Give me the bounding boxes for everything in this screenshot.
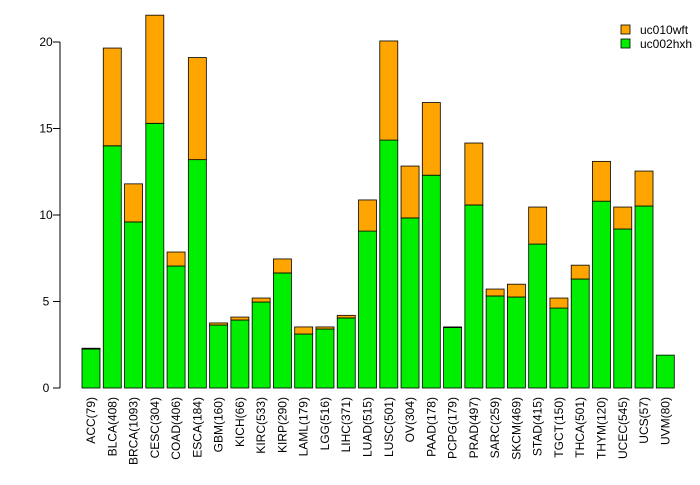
legend: uc010wft uc002hxh (620, 23, 692, 51)
x-tick-label: PCPG(179) (446, 397, 460, 459)
bar-uc002hxh-lgg (315, 328, 335, 389)
bar-uc010wft-lihc (336, 314, 356, 319)
x-tick-label: KIRC(533) (254, 397, 268, 454)
x-tick-label: SKCM(469) (509, 397, 523, 460)
bar-uc002hxh-thca (570, 278, 590, 389)
bar-uc010wft-ucs (634, 170, 654, 207)
bar-uc010wft-cesc (145, 14, 165, 124)
bar-uc010wft-brca (124, 183, 143, 223)
bar-uc010wft-lusc (379, 40, 399, 141)
x-tick-label: GBM(160) (212, 397, 226, 452)
bar-uc010wft-skcm (506, 283, 526, 298)
y-tick-label: 20 (39, 35, 53, 49)
x-tick-label: KICH(66) (233, 397, 247, 447)
bar-uc010wft-kirp (273, 258, 292, 274)
x-tick-label: THCA(501) (573, 397, 587, 458)
x-tick-label: PAAD(178) (424, 397, 438, 457)
x-tick-label: BLCA(408) (105, 397, 119, 456)
bar-uc002hxh-blca (102, 145, 122, 389)
bar-uc010wft-coad (166, 251, 186, 267)
bars (81, 14, 675, 389)
bar-uc002hxh-tgct (549, 307, 569, 389)
bar-uc010wft-blca (102, 47, 122, 147)
x-tick-label: ACC(79) (84, 397, 98, 444)
bar-uc002hxh-skcm (506, 296, 526, 389)
bar-uc010wft-tgct (549, 297, 569, 309)
x-tick-label: THYM(120) (594, 397, 608, 459)
bar-uc002hxh-thym (592, 200, 611, 389)
x-tick-label: KIRP(290) (275, 397, 289, 453)
x-tick-label: LGG(516) (318, 397, 332, 450)
bar-uc002hxh-stad (528, 243, 548, 389)
bar-uc002hxh-paad (421, 174, 441, 389)
bar-uc002hxh-esca (187, 159, 207, 389)
bar-uc002hxh-lusc (379, 139, 399, 389)
bar-uc010wft-esca (187, 57, 207, 161)
bar-uc010wft-thym (592, 160, 611, 202)
bar-uc010wft-kich (230, 316, 250, 321)
bar-uc002hxh-brca (124, 221, 143, 389)
bar-uc010wft-laml (294, 326, 314, 335)
x-tick-label: STAD(415) (531, 397, 545, 456)
y-tick-label: 10 (39, 208, 53, 222)
bar-uc002hxh-lihc (336, 317, 356, 389)
bar-uc002hxh-coad (166, 265, 186, 389)
y-tick-label: 5 (43, 295, 50, 309)
x-tick-label: LAML(179) (297, 397, 311, 456)
x-tick-label: ESCA(184) (190, 397, 204, 458)
bar-uc010wft-ov (400, 165, 420, 219)
x-tick-label: UCS(57) (637, 397, 651, 444)
legend-label-uc010wft: uc010wft (640, 23, 689, 37)
bar-uc002hxh-acc (81, 348, 101, 389)
bar-uc010wft-prad (464, 142, 484, 206)
bar-uc002hxh-kich (230, 319, 250, 389)
x-tick-label: TGCT(150) (552, 397, 566, 458)
legend-label-uc002hxh: uc002hxh (640, 37, 692, 51)
bar-uc002hxh-sarc (485, 295, 505, 389)
x-tick-label: PRAD(497) (467, 397, 481, 458)
bar-uc002hxh-kirp (273, 272, 292, 389)
x-tick-label: OV(304) (403, 397, 417, 442)
bar-uc010wft-kirc (251, 297, 271, 303)
bar-uc010wft-gbm (209, 322, 229, 326)
bar-uc002hxh-laml (294, 333, 314, 389)
x-tick-label: LUSC(501) (382, 397, 396, 457)
bar-uc002hxh-uvm (655, 354, 675, 389)
bar-uc010wft-thca (570, 264, 590, 280)
bar-uc010wft-ucec (613, 206, 633, 230)
bar-uc002hxh-ov (400, 217, 420, 389)
bar-uc002hxh-prad (464, 204, 484, 389)
bar-uc002hxh-ucs (634, 205, 654, 389)
x-tick-label: COAD(406) (169, 397, 183, 460)
bar-uc010wft-sarc (485, 288, 505, 297)
y-axis: 0 5 10 15 20 (39, 35, 61, 395)
bar-uc002hxh-cesc (145, 122, 165, 389)
bar-uc002hxh-gbm (209, 324, 229, 389)
x-tick-label: LIHC(371) (339, 397, 353, 452)
bar-uc010wft-luad (358, 199, 377, 232)
bar-uc010wft-paad (421, 102, 441, 176)
y-tick-label: 0 (43, 381, 50, 395)
bar-uc010wft-lgg (315, 326, 335, 330)
legend-swatch-uc002hxh (620, 38, 631, 49)
bar-uc002hxh-luad (358, 230, 377, 389)
x-tick-label: CESC(304) (148, 397, 162, 458)
x-tick-label: UCEC(545) (616, 397, 630, 459)
x-tick-labels: ACC(79) BLCA(408) BRCA(1093) CESC(304) COAD(… (84, 397, 672, 465)
bar-uc010wft-acc (81, 347, 101, 350)
x-tick-label: BRCA(1093) (127, 397, 141, 465)
legend-swatch-uc010wft (620, 24, 631, 35)
bar-uc002hxh-pcpg (443, 327, 462, 389)
x-tick-label: SARC(259) (488, 397, 502, 458)
bar-uc002hxh-ucec (613, 228, 633, 389)
bar-uc010wft-stad (528, 206, 548, 245)
y-tick-label: 15 (39, 122, 53, 136)
x-tick-label: LUAD(515) (361, 397, 375, 457)
bar-uc010wft-pcpg (443, 326, 462, 328)
bar-uc002hxh-kirc (251, 301, 271, 389)
x-tick-label: UVM(80) (658, 397, 672, 445)
